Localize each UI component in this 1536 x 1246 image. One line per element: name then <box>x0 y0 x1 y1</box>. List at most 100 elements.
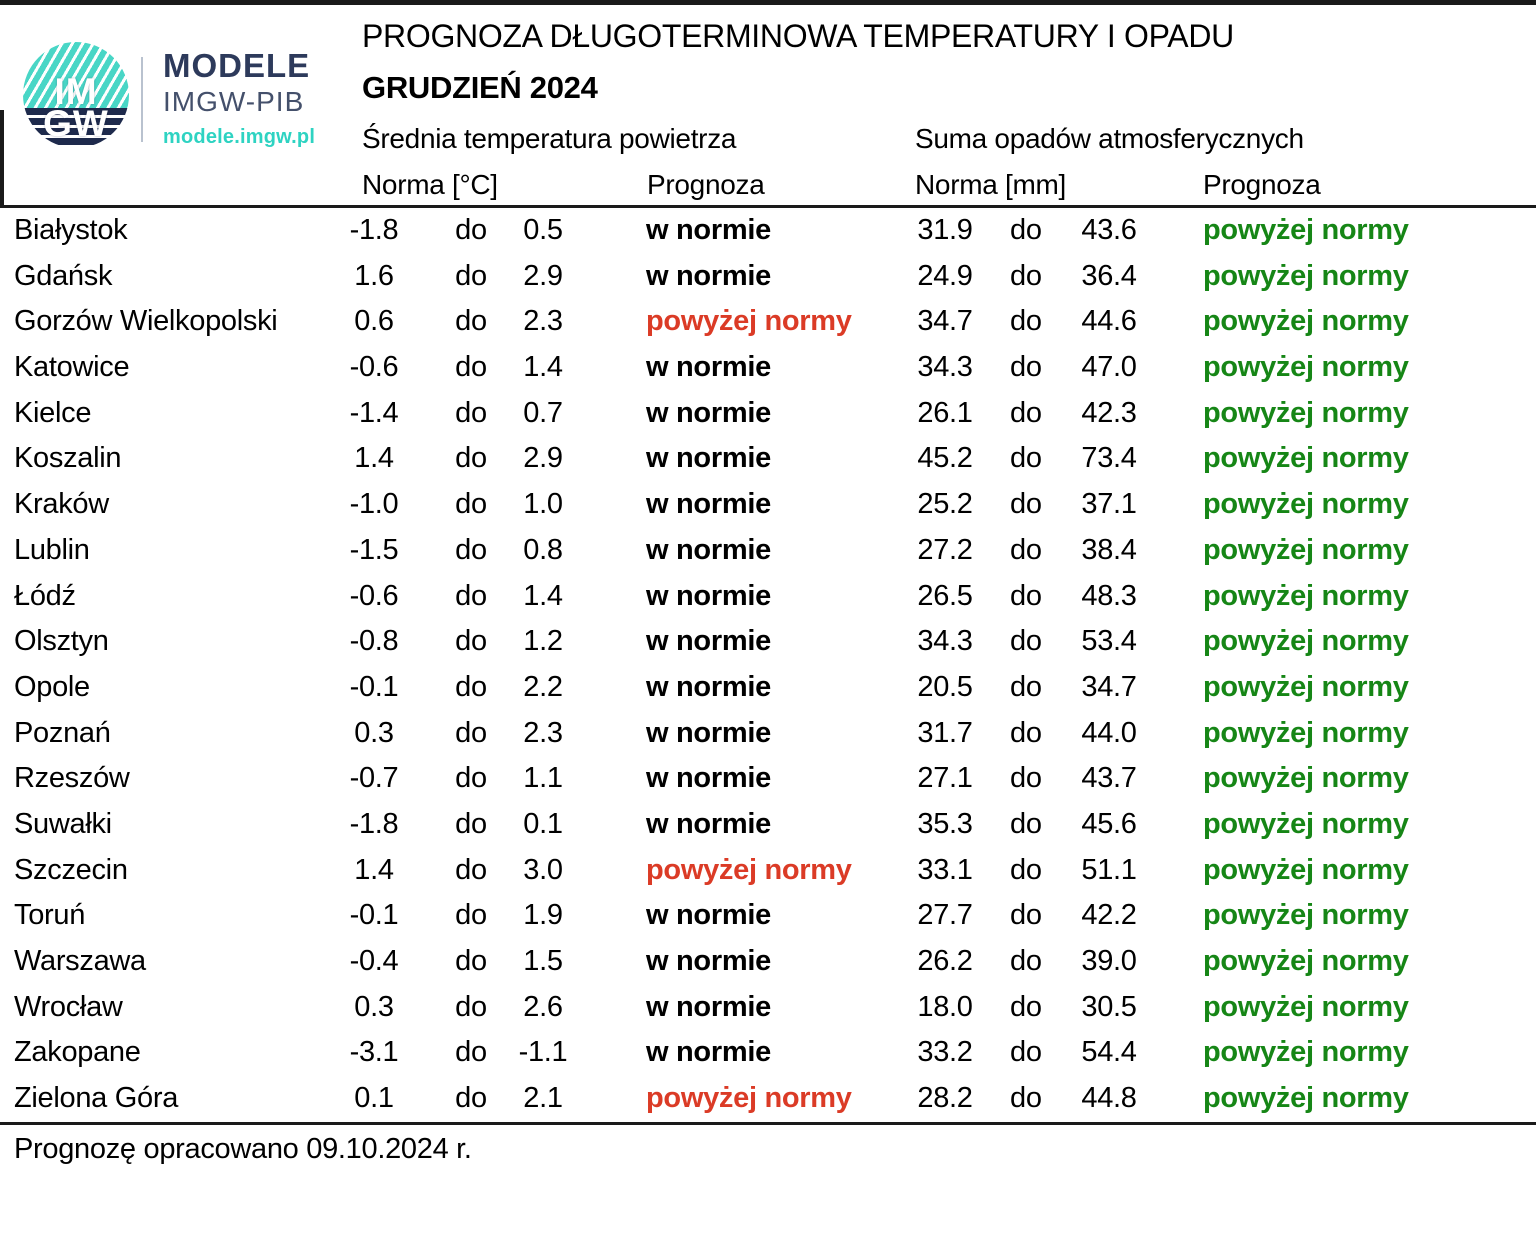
temp-norm-low-cell: -3.1 <box>349 1036 399 1069</box>
temp-norm-high-cell: 2.9 <box>523 442 563 475</box>
temp-norm-high-cell: 2.9 <box>523 259 563 292</box>
precip-norm-low-cell: 33.1 <box>917 853 973 886</box>
table-row: Olsztyn -0.8 do 1.2 w normie 34.3 do 53.4 powyże… <box>0 619 1536 665</box>
temp-range-word: do <box>455 259 487 292</box>
precip-forecast-cell: powyżej normy <box>1203 1082 1409 1115</box>
temp-norm-high-cell: -1.1 <box>518 1036 568 1069</box>
temp-range-word: do <box>455 488 487 521</box>
precip-range-word: do <box>1010 853 1042 886</box>
temp-norm-high-cell: 1.4 <box>523 579 563 612</box>
temp-norm-low-cell: 0.3 <box>354 990 394 1023</box>
temp-norm-low-cell: -0.8 <box>349 625 399 658</box>
table-row: Warszawa -0.4 do 1.5 w normie 26.2 do 39.0 powyż… <box>0 939 1536 985</box>
left-border-rule <box>0 110 4 208</box>
temp-norm-low-cell: 1.4 <box>354 442 394 475</box>
precip-norm-low-cell: 26.5 <box>917 579 973 612</box>
precip-norm-low-cell: 27.2 <box>917 533 973 566</box>
precip-norm-low-cell: 34.3 <box>917 625 973 658</box>
table-row: Szczecin 1.4 do 3.0 powyżej normy 33.1 do 51.1 p… <box>0 848 1536 894</box>
precip-norm-high-cell: 54.4 <box>1081 1036 1137 1069</box>
precip-prog-column-header: Prognoza <box>1203 169 1321 200</box>
temp-range-word: do <box>455 945 487 977</box>
temp-range-word: do <box>455 396 487 429</box>
precip-norm-low-cell: 33.2 <box>917 1036 973 1069</box>
brand-name: MODELE <box>163 47 311 84</box>
temp-norm-low-cell: -1.8 <box>349 214 399 246</box>
precip-range-word: do <box>1010 442 1042 475</box>
temp-section-label: Średnia temperatura powietrza <box>362 123 737 154</box>
city-cell: Warszawa <box>14 945 146 977</box>
precip-forecast-cell: powyżej normy <box>1203 533 1409 566</box>
table-row: Zakopane -3.1 do -1.1 w normie 33.2 do 54.4 powy… <box>0 1030 1536 1076</box>
city-cell: Katowice <box>14 351 130 384</box>
precip-norm-high-cell: 44.0 <box>1081 716 1137 749</box>
precip-forecast-cell: powyżej normy <box>1203 625 1409 658</box>
temp-norm-low-cell: -0.7 <box>349 762 399 795</box>
temp-norm-high-cell: 2.6 <box>523 990 563 1023</box>
precip-range-word: do <box>1010 807 1042 840</box>
top-border-rule <box>0 0 1536 5</box>
precip-range-word: do <box>1010 351 1042 384</box>
temp-range-word: do <box>455 716 487 749</box>
temp-range-word: do <box>455 899 487 932</box>
precip-section-label: Suma opadów atmosferycznych <box>915 123 1304 154</box>
precip-norm-high-cell: 73.4 <box>1081 442 1137 475</box>
precip-range-word: do <box>1010 1082 1042 1115</box>
temp-norm-column-header: Norma [°C] <box>362 169 498 200</box>
temp-norm-low-cell: -1.0 <box>349 488 399 521</box>
temp-norm-low-cell: 0.6 <box>354 305 394 338</box>
table-row: Rzeszów -0.7 do 1.1 w normie 27.1 do 43.7 powyże… <box>0 756 1536 802</box>
city-cell: Zielona Góra <box>14 1082 179 1115</box>
temp-forecast-cell: w normie <box>646 488 771 521</box>
city-cell: Suwałki <box>14 807 112 840</box>
precip-range-word: do <box>1010 945 1042 977</box>
precip-norm-high-cell: 43.6 <box>1081 214 1137 246</box>
precip-norm-high-cell: 51.1 <box>1081 853 1137 886</box>
precip-range-word: do <box>1010 579 1042 612</box>
temp-forecast-cell: w normie <box>646 899 771 932</box>
temp-norm-low-cell: -1.4 <box>349 396 399 429</box>
city-cell: Koszalin <box>14 442 122 475</box>
temp-forecast-cell: w normie <box>646 214 771 246</box>
temp-norm-low-cell: 1.4 <box>354 853 394 886</box>
precip-norm-high-cell: 43.7 <box>1081 762 1137 795</box>
precip-range-word: do <box>1010 899 1042 932</box>
imgw-logo-text-gw: GW <box>43 103 109 144</box>
temp-range-word: do <box>455 670 487 703</box>
temp-forecast-cell: w normie <box>646 670 771 703</box>
temp-range-word: do <box>455 807 487 840</box>
temp-norm-low-cell: -0.6 <box>349 579 399 612</box>
city-cell: Opole <box>14 670 90 703</box>
city-cell: Rzeszów <box>14 762 130 795</box>
precip-norm-high-cell: 45.6 <box>1081 807 1137 840</box>
temp-forecast-cell: w normie <box>646 990 771 1023</box>
temp-forecast-cell: powyżej normy <box>646 853 852 886</box>
temp-norm-high-cell: 0.5 <box>523 214 563 246</box>
temp-range-word: do <box>455 1036 487 1069</box>
precip-range-word: do <box>1010 259 1042 292</box>
precip-norm-high-cell: 44.8 <box>1081 1082 1137 1115</box>
temp-range-word: do <box>455 762 487 795</box>
precip-forecast-cell: powyżej normy <box>1203 351 1409 384</box>
temp-forecast-cell: powyżej normy <box>646 305 852 338</box>
precip-range-word: do <box>1010 762 1042 795</box>
precip-forecast-cell: powyżej normy <box>1203 807 1409 840</box>
table-row: Wrocław 0.3 do 2.6 w normie 18.0 do 30.5 powyżej… <box>0 985 1536 1031</box>
precip-norm-low-cell: 28.2 <box>917 1082 973 1115</box>
precip-forecast-cell: powyżej normy <box>1203 214 1409 246</box>
precip-norm-high-cell: 34.7 <box>1081 670 1137 703</box>
table-row: Toruń -0.1 do 1.9 w normie 27.7 do 42.2 powyżej … <box>0 893 1536 939</box>
precip-forecast-cell: powyżej normy <box>1203 990 1409 1023</box>
precip-norm-high-cell: 38.4 <box>1081 533 1137 566</box>
temp-norm-high-cell: 0.1 <box>523 807 563 840</box>
precip-norm-high-cell: 42.3 <box>1081 396 1137 429</box>
precip-forecast-cell: powyżej normy <box>1203 1036 1409 1069</box>
city-cell: Łódź <box>14 579 76 612</box>
temp-range-word: do <box>455 853 487 886</box>
precip-range-word: do <box>1010 488 1042 521</box>
table-row: Kraków -1.0 do 1.0 w normie 25.2 do 37.1 powyżej… <box>0 482 1536 528</box>
temp-forecast-cell: w normie <box>646 945 771 977</box>
precip-forecast-cell: powyżej normy <box>1203 579 1409 612</box>
logo-divider-line <box>141 57 143 142</box>
